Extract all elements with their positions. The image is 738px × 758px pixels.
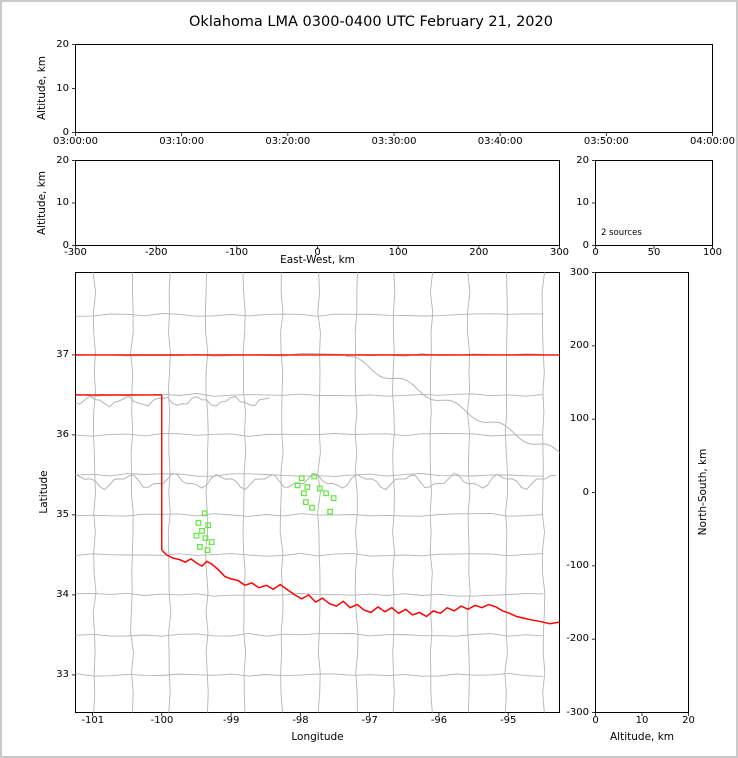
p2-xtick: 300: [549, 246, 570, 258]
map-ytick: 33: [56, 668, 69, 680]
ns-xlabel: Altitude, km: [609, 731, 675, 743]
p3-ytick: 20: [576, 154, 589, 166]
map-xlabel: Longitude: [291, 731, 344, 743]
map-ylabel: Latitude: [37, 470, 50, 514]
p2-xtick: 100: [388, 246, 408, 258]
p1-ylabel: Altitude, km: [35, 55, 48, 121]
p1-ytick: 0: [62, 126, 69, 138]
map-ytick: 34: [56, 588, 69, 600]
map-xtick: -99: [223, 715, 240, 726]
map-ytick: 37: [56, 348, 69, 360]
map-xtick: -97: [361, 715, 378, 726]
map-ytick: 36: [56, 428, 69, 440]
p3-xtick: 100: [702, 246, 723, 258]
p3-xtick: 50: [647, 246, 661, 258]
p1-xtick: 03:00:00: [53, 136, 98, 147]
p3-ytick: 0: [582, 239, 589, 251]
p1-xtick: 03:20:00: [265, 136, 311, 147]
p1-ytick: 20: [56, 38, 69, 50]
p2-xtick: -100: [225, 246, 249, 258]
ns-xtick: 0: [592, 715, 599, 726]
p1-ytick: 10: [56, 82, 69, 94]
p2-ytick: 10: [56, 197, 69, 208]
ns-xtick: 10: [635, 715, 649, 726]
p2-xtick: -300: [64, 246, 87, 258]
p1-xtick: 03:40:00: [477, 136, 523, 147]
map-xtick: -96: [430, 715, 448, 726]
ns-ytick: -300: [566, 706, 589, 718]
ns-xtick: 20: [682, 715, 695, 726]
page-title: Oklahoma LMA 0300-0400 UTC February 21, …: [189, 14, 553, 30]
map-xtick: -101: [81, 715, 105, 726]
ns-ytick: 300: [569, 266, 589, 278]
ns-ytick: -200: [566, 633, 589, 645]
ns-ytick: -100: [566, 559, 589, 571]
ns-ytick: 200: [569, 339, 589, 351]
p2-xtick: 200: [469, 246, 489, 258]
p1-xtick: 03:50:00: [583, 136, 629, 147]
p2-ylabel: Altitude, km: [35, 170, 48, 236]
ns-ytick: 0: [582, 486, 589, 498]
p3-xtick: 0: [592, 246, 599, 258]
p3-ytick: 10: [576, 197, 589, 208]
ns-ytick: 100: [569, 413, 589, 425]
map-xtick: -100: [150, 715, 174, 726]
p2-ytick: 0: [62, 239, 69, 251]
p2-ytick: 20: [56, 154, 69, 166]
p1-xtick: 03:30:00: [371, 136, 417, 147]
p2-xtick: -200: [144, 246, 168, 258]
sources-count-annotation: 2 sources: [601, 228, 642, 238]
map-xtick: -95: [500, 715, 517, 726]
p2-xlabel: East-West, km: [280, 253, 355, 266]
p1-xtick: 03:10:00: [159, 136, 205, 147]
ns-ylabel: North-South, km: [696, 448, 709, 536]
p1-xtick: 04:00:00: [690, 136, 735, 147]
map-ytick: 35: [56, 508, 69, 520]
map-xtick: -98: [292, 715, 309, 726]
p2-xtick: 0: [314, 246, 321, 258]
